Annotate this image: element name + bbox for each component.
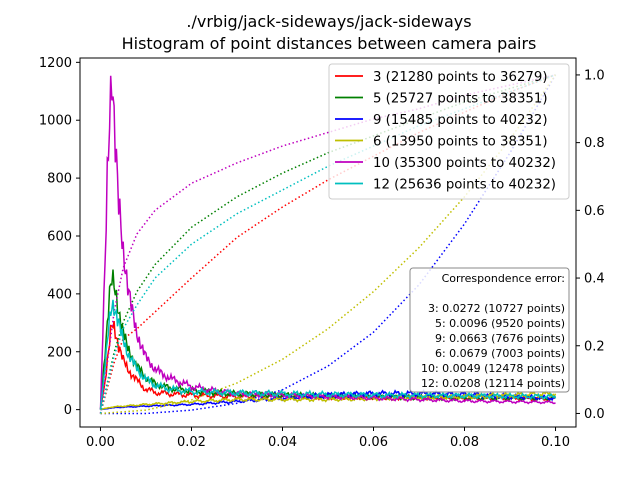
x-tick-label: 0.02 xyxy=(177,435,206,450)
chart-title: ./vrbig/jack-sideways/jack-sideways xyxy=(186,12,471,31)
x-tick-label: 0.00 xyxy=(86,435,115,450)
annotation-line: 6: 0.0679 (7003 points) xyxy=(435,347,565,360)
annotation-line: 12: 0.0208 (12114 points) xyxy=(421,377,565,390)
y-tick-label: 0 xyxy=(64,403,72,418)
y-tick-label: 200 xyxy=(47,345,72,360)
plot-frame xyxy=(79,57,577,428)
annotation-line: 9: 0.0663 (7676 points) xyxy=(435,332,565,345)
series-4-cumulative-line xyxy=(99,74,556,414)
legend: 3 (21280 points to 36279) 5 (25727 points… xyxy=(328,63,570,200)
chart-subtitle: Histogram of point distances between cam… xyxy=(122,34,537,53)
annotation-line: 3: 0.0272 (10727 points) xyxy=(428,302,565,315)
annotation-frame xyxy=(409,267,570,393)
y-tick-label: 800 xyxy=(47,172,72,187)
x-tick-label: 0.04 xyxy=(268,435,297,450)
y2-tick-label: 0.8 xyxy=(584,136,605,151)
y2-tick-label: 0.2 xyxy=(584,339,605,354)
legend-box xyxy=(328,63,570,200)
x-tick-label: 0.08 xyxy=(450,435,479,450)
series-1-cumulative-line xyxy=(99,74,556,414)
y2-tick-label: 0.0 xyxy=(584,407,605,422)
legend-entry-label: 6 (13950 points to 38351) xyxy=(373,135,548,150)
x-tick-label: 0.10 xyxy=(541,435,570,450)
y2-tick-label: 1.0 xyxy=(584,68,605,83)
annotation-title: Correspondence error: xyxy=(442,272,565,285)
legend-entry-label: 10 (35300 points to 40232) xyxy=(373,156,556,171)
y-tick-label: 600 xyxy=(47,229,72,244)
axes: 0.00 0.02 0.04 0.06 0.08 0.10 0 200 400 600 800 100… xyxy=(39,56,605,450)
series-2-histogram-line xyxy=(100,389,556,411)
series-5-histogram-line xyxy=(99,299,557,410)
annotation-line: 5: 0.0096 (9520 points) xyxy=(435,317,565,330)
annotation-line: 10: 0.0049 (12478 points) xyxy=(421,362,565,375)
series-lines xyxy=(99,74,557,415)
y-tick-label: 400 xyxy=(47,287,72,302)
x-tick-label: 0.06 xyxy=(359,435,388,450)
series-5-cumulative-line xyxy=(99,74,556,414)
correspondence-error-box: Correspondence error: 3: 0.0272 (10727 po… xyxy=(409,267,570,393)
legend-entry-label: 9 (15485 points to 40232) xyxy=(373,113,548,128)
series-4-histogram-line xyxy=(99,75,556,410)
legend-entry-label: 12 (25636 points to 40232) xyxy=(373,178,556,193)
legend-entry-label: 3 (21280 points to 36279) xyxy=(373,70,548,85)
y-tick-label: 1200 xyxy=(39,56,72,71)
y2-tick-label: 0.6 xyxy=(584,204,605,219)
y2-tick-label: 0.4 xyxy=(584,272,605,287)
y-tick-label: 1000 xyxy=(39,114,72,129)
legend-entry-label: 5 (25727 points to 38351) xyxy=(373,92,548,107)
